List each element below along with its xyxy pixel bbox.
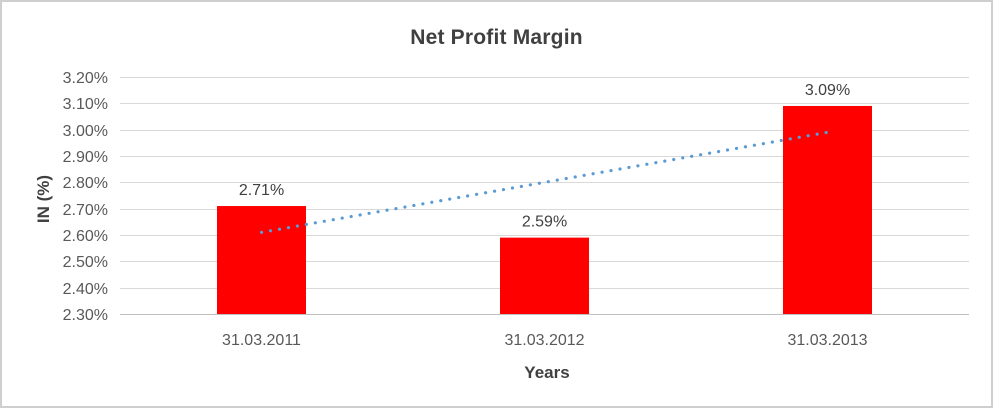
chart-title: Net Profit Margin — [410, 26, 583, 49]
data-label: 3.09% — [805, 82, 850, 99]
bar-31.03.2012 — [500, 237, 589, 314]
x-tick-label: 31.03.2012 — [504, 332, 584, 349]
y-tick-label: 2.90% — [63, 149, 108, 166]
y-tick-label: 3.00% — [63, 123, 108, 140]
y-tick-label: 2.30% — [63, 307, 108, 324]
y-tick-label: 3.20% — [63, 70, 108, 87]
bar-31.03.2011 — [217, 206, 306, 314]
y-tick-label: 2.50% — [63, 254, 108, 271]
y-axis-title: IN (%) — [34, 174, 53, 224]
y-tick-label: 2.80% — [63, 175, 108, 192]
x-axis-title: Years — [524, 363, 570, 382]
y-tick-label: 2.40% — [63, 281, 108, 298]
bar-31.03.2013 — [783, 105, 872, 314]
data-label: 2.71% — [239, 182, 284, 199]
y-tick-label: 2.60% — [63, 228, 108, 245]
x-tick-label: 31.03.2011 — [222, 332, 301, 349]
data-label: 2.59% — [522, 214, 567, 231]
x-tick-label: 31.03.2013 — [787, 332, 867, 349]
y-tick-label: 3.10% — [63, 96, 108, 113]
y-tick-label: 2.70% — [63, 202, 108, 219]
